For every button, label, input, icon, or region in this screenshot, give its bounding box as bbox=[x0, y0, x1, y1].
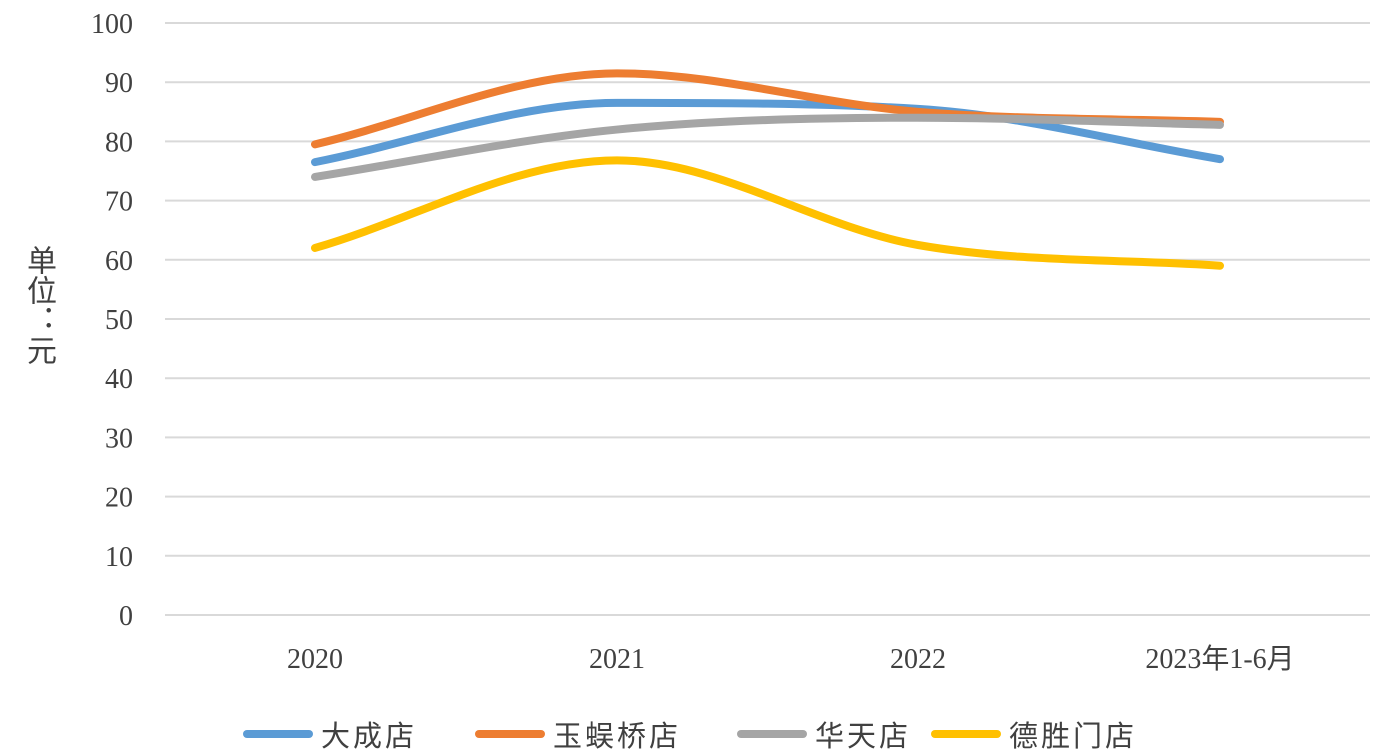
series-line-1 bbox=[311, 98, 1224, 167]
legend-swatch bbox=[475, 730, 545, 738]
x-tick-label: 2022 bbox=[890, 644, 946, 675]
y-tick-label: 100 bbox=[91, 9, 133, 40]
legend-label: 华天店 bbox=[815, 719, 912, 753]
gridlines bbox=[165, 22, 1370, 616]
legend-item: 玉蜈桥店 bbox=[475, 712, 681, 756]
legend-item: 大成店 bbox=[243, 712, 417, 756]
legend-label: 德胜门店 bbox=[1009, 719, 1138, 753]
y-tick-label: 80 bbox=[105, 127, 133, 158]
y-axis-ticks: 0 10 20 30 40 50 60 70 80 90 100 bbox=[91, 9, 133, 632]
y-tick-label: 90 bbox=[105, 68, 133, 99]
legend-label: 玉蜈桥店 bbox=[553, 719, 682, 753]
y-tick-label: 10 bbox=[105, 542, 133, 573]
series-line-4 bbox=[311, 156, 1224, 270]
x-tick-label: 2023年1-6月 bbox=[1145, 643, 1294, 675]
y-tick-label: 40 bbox=[105, 364, 133, 395]
legend-swatch bbox=[243, 730, 313, 738]
y-tick-label: 70 bbox=[105, 187, 133, 218]
y-tick-label: 30 bbox=[105, 423, 133, 454]
y-tick-label: 50 bbox=[105, 305, 133, 336]
x-axis-ticks: 2020 2021 2022 2023年1-6月 bbox=[287, 643, 1295, 675]
y-axis-label: 单位：元 bbox=[21, 245, 56, 365]
series-line-3 bbox=[311, 113, 1224, 181]
x-tick-label: 2021 bbox=[589, 644, 645, 675]
legend: 大成店 玉蜈桥店 华天店 德胜门店 bbox=[0, 712, 1390, 756]
y-tick-label: 0 bbox=[119, 601, 133, 632]
legend-label: 大成店 bbox=[321, 719, 418, 753]
y-tick-label: 20 bbox=[105, 483, 133, 514]
legend-item: 德胜门店 bbox=[931, 712, 1137, 756]
y-tick-label: 60 bbox=[105, 246, 133, 277]
legend-swatch bbox=[931, 730, 1001, 738]
legend-swatch bbox=[737, 730, 807, 738]
x-tick-label: 2020 bbox=[287, 644, 343, 675]
legend-item: 华天店 bbox=[737, 712, 911, 756]
series-lines bbox=[311, 69, 1224, 270]
